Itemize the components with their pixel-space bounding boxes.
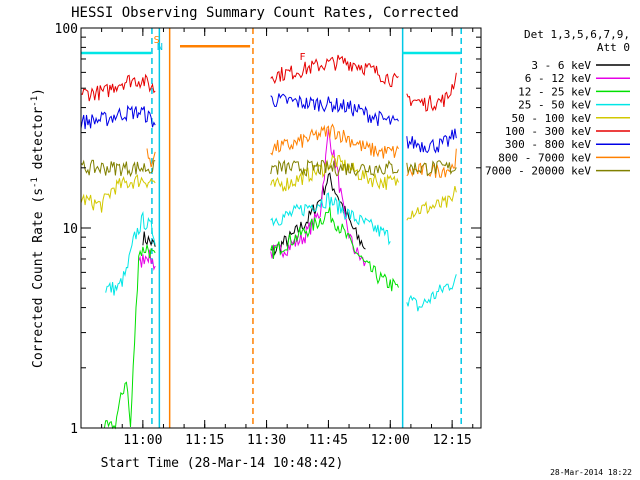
series-6-segment-2 — [406, 128, 457, 154]
y-tick-label: 100 — [55, 22, 78, 37]
x-tick-label: 11:15 — [185, 433, 224, 448]
legend-label: 12 - 25 keV — [518, 85, 591, 98]
legend-label: 800 - 7000 keV — [498, 151, 591, 164]
series-8-segment-2 — [406, 160, 457, 177]
legend-label: 50 - 100 keV — [512, 112, 592, 125]
legend-label: 3 - 6 keV — [531, 59, 591, 72]
legend-label: 6 - 12 keV — [525, 72, 592, 85]
legend-label: 300 - 800 keV — [505, 138, 591, 151]
series-3-segment-2 — [270, 192, 391, 246]
plot-marks: SN F — [80, 28, 462, 430]
y-axis-label-mid: detector — [31, 107, 46, 178]
x-tick-label: 11:45 — [309, 433, 348, 448]
series-3-segment-1 — [105, 210, 156, 296]
series-6-segment-0 — [80, 104, 156, 130]
series-4-segment-2 — [406, 185, 457, 221]
series-7-segment-0 — [146, 148, 156, 168]
series-2-segment-1 — [270, 206, 399, 292]
series-0-segment-0 — [142, 231, 156, 247]
legend-label: 100 - 300 keV — [505, 125, 591, 138]
x-axis-label: Start Time (28-Mar-14 10:48:42) — [101, 456, 344, 471]
series-3-segment-3 — [406, 274, 457, 312]
plot-frame — [80, 27, 482, 429]
series-8-segment-0 — [80, 159, 156, 178]
series-5-segment-1 — [270, 54, 399, 88]
x-tick-label: 11:30 — [247, 433, 286, 448]
series-6-segment-1 — [270, 93, 399, 126]
flag-n: N — [157, 42, 163, 53]
y-axis-label-sup1: -1 — [30, 177, 40, 188]
y-tick-label: 1 — [70, 422, 78, 437]
x-tick-label: 12:00 — [371, 433, 410, 448]
legend-label: 7000 - 20000 keV — [485, 165, 591, 178]
series-8-segment-1 — [270, 159, 399, 177]
series-1-segment-0 — [138, 249, 156, 271]
y-axis-label-main: Corrected Count Rate (s — [31, 188, 46, 368]
y-axis-label-end: ) — [31, 88, 46, 96]
series-5-segment-0 — [80, 73, 156, 102]
x-tick-label: 12:15 — [433, 433, 472, 448]
y-axis-label: Corrected Count Rate (s-1 detector-1) — [30, 88, 46, 368]
axis-ticks: 11:00 11:15 11:30 11:45 12:00 12:15 1 10 100 — [55, 22, 481, 448]
series-7-segment-2 — [270, 123, 399, 159]
series-4-segment-1 — [270, 154, 399, 192]
y-axis-label-sup2: -1 — [30, 96, 40, 107]
legend-label: 25 - 50 keV — [518, 99, 591, 112]
legend-header-detectors: Det 1,3,5,6,7,9, — [524, 28, 630, 41]
legend-header-attenuator: Att 0 — [597, 41, 630, 54]
flag-s: S — [154, 35, 160, 46]
series-4-segment-0 — [80, 174, 156, 213]
flag-f: F — [300, 52, 306, 63]
series-0-segment-1 — [270, 172, 366, 256]
footer-date: 28-Mar-2014 18:22 — [550, 468, 632, 477]
series-2-segment-0 — [101, 244, 156, 430]
y-tick-label: 10 — [62, 222, 78, 237]
series-5-segment-2 — [406, 72, 457, 112]
x-tick-label: 11:00 — [123, 433, 162, 448]
chart-title: HESSI Observing Summary Count Rates, Cor… — [71, 5, 459, 21]
series-1-segment-1 — [270, 129, 366, 267]
